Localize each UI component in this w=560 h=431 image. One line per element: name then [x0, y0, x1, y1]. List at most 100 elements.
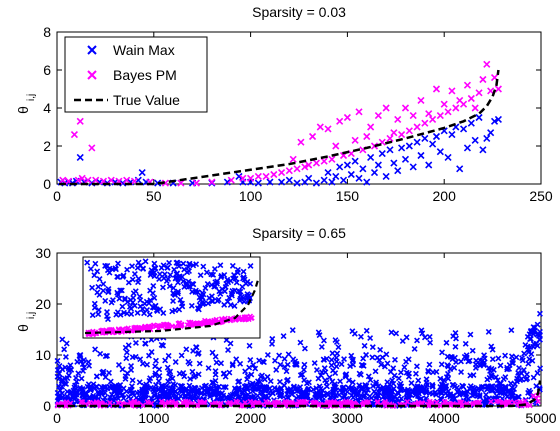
inset-point-wain-max	[151, 294, 158, 301]
point-wain-max	[78, 375, 85, 382]
inset-point-wain-max	[244, 291, 251, 298]
inset-point-wain-max	[192, 287, 199, 294]
point-bayes-pm	[355, 108, 363, 116]
point-bayes-pm	[476, 399, 483, 406]
point-wain-max	[90, 385, 97, 392]
point-wain-max	[413, 363, 420, 370]
point-bayes-pm	[401, 104, 410, 112]
point-wain-max	[432, 389, 439, 396]
point-wain-max	[500, 376, 507, 383]
point-wain-max	[300, 366, 307, 373]
point-bayes-pm	[409, 112, 417, 120]
inset-point-bayes-pm	[209, 319, 216, 326]
point-bayes-pm	[177, 179, 185, 187]
point-wain-max	[141, 382, 148, 389]
point-wain-max	[147, 384, 154, 391]
point-wain-max	[209, 379, 216, 386]
point-wain-max	[97, 350, 104, 357]
point-wain-max	[276, 378, 283, 385]
point-wain-max	[439, 349, 446, 356]
inset-point-wain-max	[152, 264, 159, 271]
point-wain-max	[188, 386, 195, 393]
inset-point-wain-max	[229, 288, 236, 294]
point-wain-max	[342, 372, 349, 379]
inset-point-wain-max	[104, 267, 111, 274]
inset-point-wain-max	[124, 266, 131, 273]
point-wain-max	[192, 391, 199, 398]
point-wain-max	[441, 377, 448, 384]
inset-point-wain-max	[172, 292, 179, 298]
inset-point-wain-max	[140, 265, 147, 272]
point-wain-max	[425, 368, 432, 375]
point-wain-max	[429, 140, 437, 148]
point-bayes-pm	[305, 161, 313, 169]
point-bayes-pm	[374, 112, 382, 120]
point-wain-max	[76, 153, 84, 161]
point-wain-max	[536, 336, 543, 343]
point-wain-max	[59, 336, 66, 343]
point-wain-max	[280, 333, 287, 340]
point-bayes-pm	[242, 399, 248, 406]
point-wain-max	[165, 352, 172, 359]
point-wain-max	[522, 341, 529, 348]
inset-point-wain-max	[119, 273, 126, 280]
point-wain-max	[384, 379, 391, 386]
point-wain-max	[418, 327, 425, 334]
point-wain-max	[63, 340, 70, 347]
point-wain-max	[494, 115, 502, 123]
point-wain-max	[223, 178, 231, 186]
inset-point-wain-max	[203, 269, 210, 276]
point-wain-max	[129, 390, 136, 397]
point-wain-max	[494, 377, 501, 384]
point-wain-max	[289, 388, 296, 395]
point-bayes-pm	[301, 163, 309, 171]
point-wain-max	[507, 388, 514, 395]
point-bayes-pm	[107, 176, 115, 184]
point-bayes-pm	[70, 131, 78, 139]
point-bayes-pm	[275, 400, 281, 406]
point-wain-max	[444, 153, 452, 161]
point-wain-max	[381, 390, 388, 397]
point-wain-max	[122, 375, 129, 382]
point-bayes-pm	[293, 165, 301, 173]
point-bayes-pm	[254, 172, 262, 180]
point-wain-max	[154, 179, 162, 187]
point-wain-max	[415, 377, 422, 384]
point-wain-max	[475, 385, 482, 392]
point-wain-max	[335, 344, 342, 351]
point-wain-max	[71, 384, 78, 391]
inset-point-wain-max	[121, 296, 128, 303]
inset-point-wain-max	[229, 262, 236, 269]
point-wain-max	[447, 391, 454, 398]
point-bayes-pm	[312, 159, 320, 167]
point-wain-max	[414, 389, 421, 396]
inset-point-wain-max	[172, 307, 179, 314]
inset-point-bayes-pm	[242, 316, 249, 322]
point-bayes-pm	[227, 176, 235, 184]
inset-point-wain-max	[102, 297, 109, 304]
point-wain-max	[297, 372, 304, 379]
inset-point-wain-max	[114, 289, 121, 296]
point-wain-max	[395, 390, 402, 397]
point-bayes-pm	[418, 400, 425, 406]
point-wain-max	[504, 366, 511, 373]
point-wain-max	[465, 358, 472, 365]
point-wain-max	[485, 328, 492, 335]
point-wain-max	[284, 376, 291, 383]
point-wain-max	[378, 150, 386, 158]
point-wain-max	[397, 369, 404, 376]
point-wain-max	[112, 395, 119, 402]
point-wain-max	[393, 330, 400, 337]
point-wain-max	[93, 373, 100, 380]
point-wain-max	[278, 178, 286, 186]
point-wain-max	[324, 169, 332, 177]
inset-point-wain-max	[200, 263, 207, 270]
point-wain-max	[395, 375, 402, 382]
point-wain-max	[305, 174, 313, 182]
point-wain-max	[285, 351, 292, 358]
point-wain-max	[450, 392, 457, 399]
point-wain-max	[147, 375, 154, 382]
point-wain-max	[169, 389, 176, 396]
chart-bottom-inset	[82, 256, 261, 339]
